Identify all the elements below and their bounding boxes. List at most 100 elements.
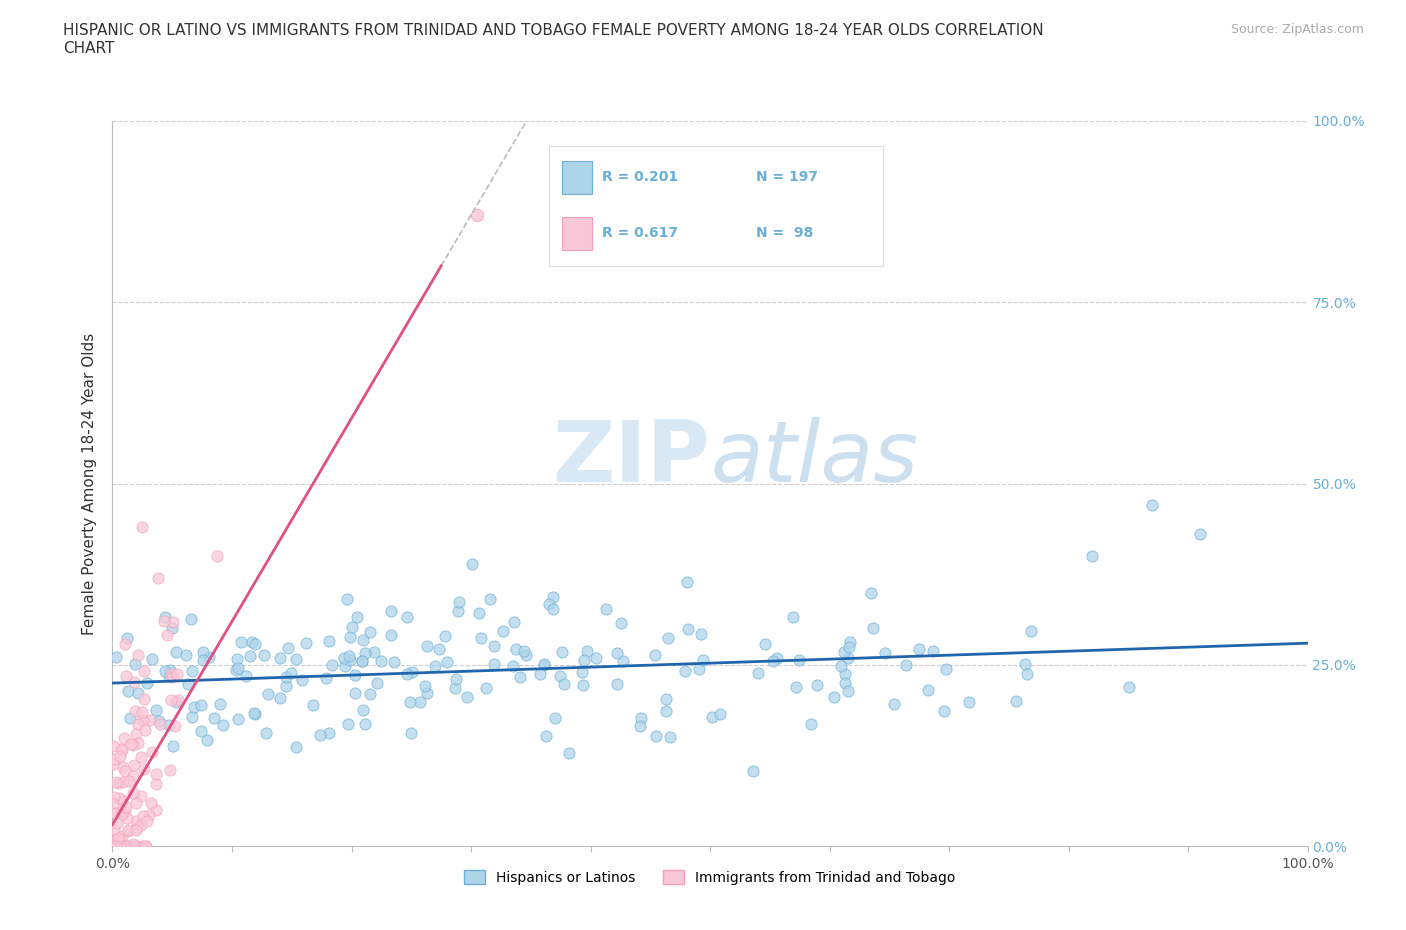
Point [354, 717, 377, 732]
Point [595, 602, 617, 617]
Point [502, 658, 524, 673]
Point [359, 624, 381, 639]
Point [832, 644, 855, 659]
Point [195, 733, 218, 748]
Point [548, 669, 571, 684]
Point [191, 653, 214, 668]
Point [380, 628, 402, 643]
Point [655, 691, 678, 706]
Point [148, 717, 170, 732]
Point [401, 725, 423, 740]
Point [162, 615, 184, 630]
Point [436, 655, 458, 670]
Point [105, 816, 128, 830]
Point [122, 786, 145, 801]
Point [1189, 527, 1212, 542]
Point [359, 686, 381, 701]
Point [343, 668, 366, 683]
Point [180, 611, 202, 626]
Point [114, 764, 136, 778]
Point [190, 724, 212, 738]
Point [114, 839, 136, 854]
Point [205, 549, 228, 564]
Point [529, 666, 551, 681]
Point [159, 667, 181, 682]
Point [226, 651, 249, 666]
Point [156, 627, 179, 642]
Point [122, 758, 145, 773]
Point [336, 716, 359, 731]
Point [127, 820, 149, 835]
Point [896, 658, 918, 672]
Y-axis label: Female Poverty Among 18-24 Year Olds: Female Poverty Among 18-24 Year Olds [82, 333, 97, 634]
Point [134, 723, 156, 737]
Point [630, 711, 652, 725]
Point [108, 839, 131, 854]
Point [416, 638, 439, 653]
Point [427, 642, 450, 657]
Point [399, 695, 422, 710]
Point [572, 652, 595, 667]
Point [103, 751, 125, 766]
Point [129, 789, 152, 804]
Point [202, 711, 225, 725]
Point [162, 739, 184, 754]
Point [129, 750, 152, 764]
Point [228, 660, 250, 675]
Point [862, 620, 884, 635]
Point [302, 698, 325, 712]
Point [145, 766, 167, 781]
Point [515, 647, 537, 662]
Point [103, 738, 125, 753]
Point [107, 775, 129, 790]
Point [115, 810, 138, 825]
Point [132, 663, 155, 678]
Point [115, 631, 138, 645]
Point [370, 654, 392, 669]
Point [337, 648, 360, 663]
Point [654, 704, 676, 719]
Point [141, 652, 163, 667]
Point [1005, 694, 1028, 709]
Point [125, 726, 148, 741]
Point [1118, 680, 1140, 695]
Point [754, 636, 776, 651]
Point [533, 658, 555, 672]
Point [787, 653, 810, 668]
Point [543, 590, 565, 604]
Point [475, 681, 498, 696]
Point [673, 664, 696, 679]
Point [183, 699, 205, 714]
Point [153, 663, 176, 678]
Point [484, 657, 506, 671]
Point [136, 814, 159, 829]
Point [343, 685, 366, 700]
Point [834, 667, 856, 682]
Point [104, 650, 127, 665]
Point [935, 661, 957, 676]
Point [409, 695, 432, 710]
Point [118, 774, 141, 789]
Point [785, 679, 807, 694]
Point [690, 627, 713, 642]
Point [839, 634, 862, 649]
Point [702, 710, 724, 724]
Point [254, 726, 277, 741]
Point [274, 670, 297, 684]
Point [231, 634, 253, 649]
Point [180, 664, 202, 679]
Point [153, 609, 176, 624]
Point [782, 609, 804, 624]
Point [104, 805, 127, 820]
Point [513, 644, 536, 658]
Point [112, 731, 135, 746]
Point [112, 839, 135, 854]
Point [127, 839, 149, 854]
Point [284, 651, 307, 666]
Point [576, 644, 599, 658]
Point [709, 707, 731, 722]
Point [395, 667, 418, 682]
Point [139, 712, 162, 727]
Point [834, 676, 856, 691]
Point [401, 664, 423, 679]
